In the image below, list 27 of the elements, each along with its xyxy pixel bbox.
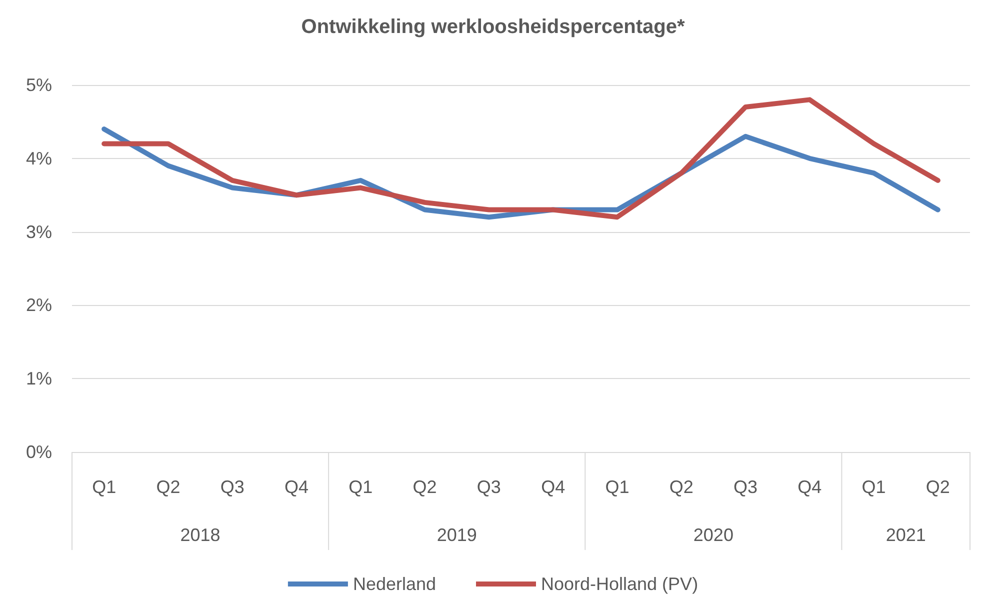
x-tick-label: Q2 xyxy=(412,477,437,497)
x-tick-label: Q4 xyxy=(284,477,309,497)
x-tick-label: Q2 xyxy=(156,477,180,497)
x-tick-label: Q1 xyxy=(862,477,886,497)
legend-label: Noord-Holland (PV) xyxy=(541,574,698,594)
legend-label: Nederland xyxy=(352,574,436,594)
text: 2020 xyxy=(693,525,734,545)
chart-title: Ontwikkeling werkloosheidspercentage* xyxy=(301,16,685,38)
text: 2021 xyxy=(886,525,926,545)
x-tick-label: Q2 xyxy=(926,477,950,497)
x-tick-label: Q3 xyxy=(733,477,758,497)
y-tick-label: 0% xyxy=(26,442,52,462)
x-tick-label: Q2 xyxy=(669,477,694,497)
y-tick-label: 5% xyxy=(26,75,52,95)
text: 2018 xyxy=(180,525,220,545)
x-tick-label: Q1 xyxy=(92,477,116,497)
x-tick-label: Q4 xyxy=(798,477,822,497)
y-tick-label: 1% xyxy=(26,368,52,389)
y-tick-label: 3% xyxy=(26,222,52,242)
x-tick-label: Q1 xyxy=(605,477,630,497)
x-tick-label: Q3 xyxy=(476,477,501,497)
y-tick-label: 4% xyxy=(26,148,52,168)
x-tick-label: Q3 xyxy=(220,477,244,497)
x-tick-label: Q4 xyxy=(541,477,566,497)
text: 2019 xyxy=(436,525,477,545)
y-tick-label: 2% xyxy=(26,295,52,316)
x-tick-label: Q1 xyxy=(348,477,373,497)
